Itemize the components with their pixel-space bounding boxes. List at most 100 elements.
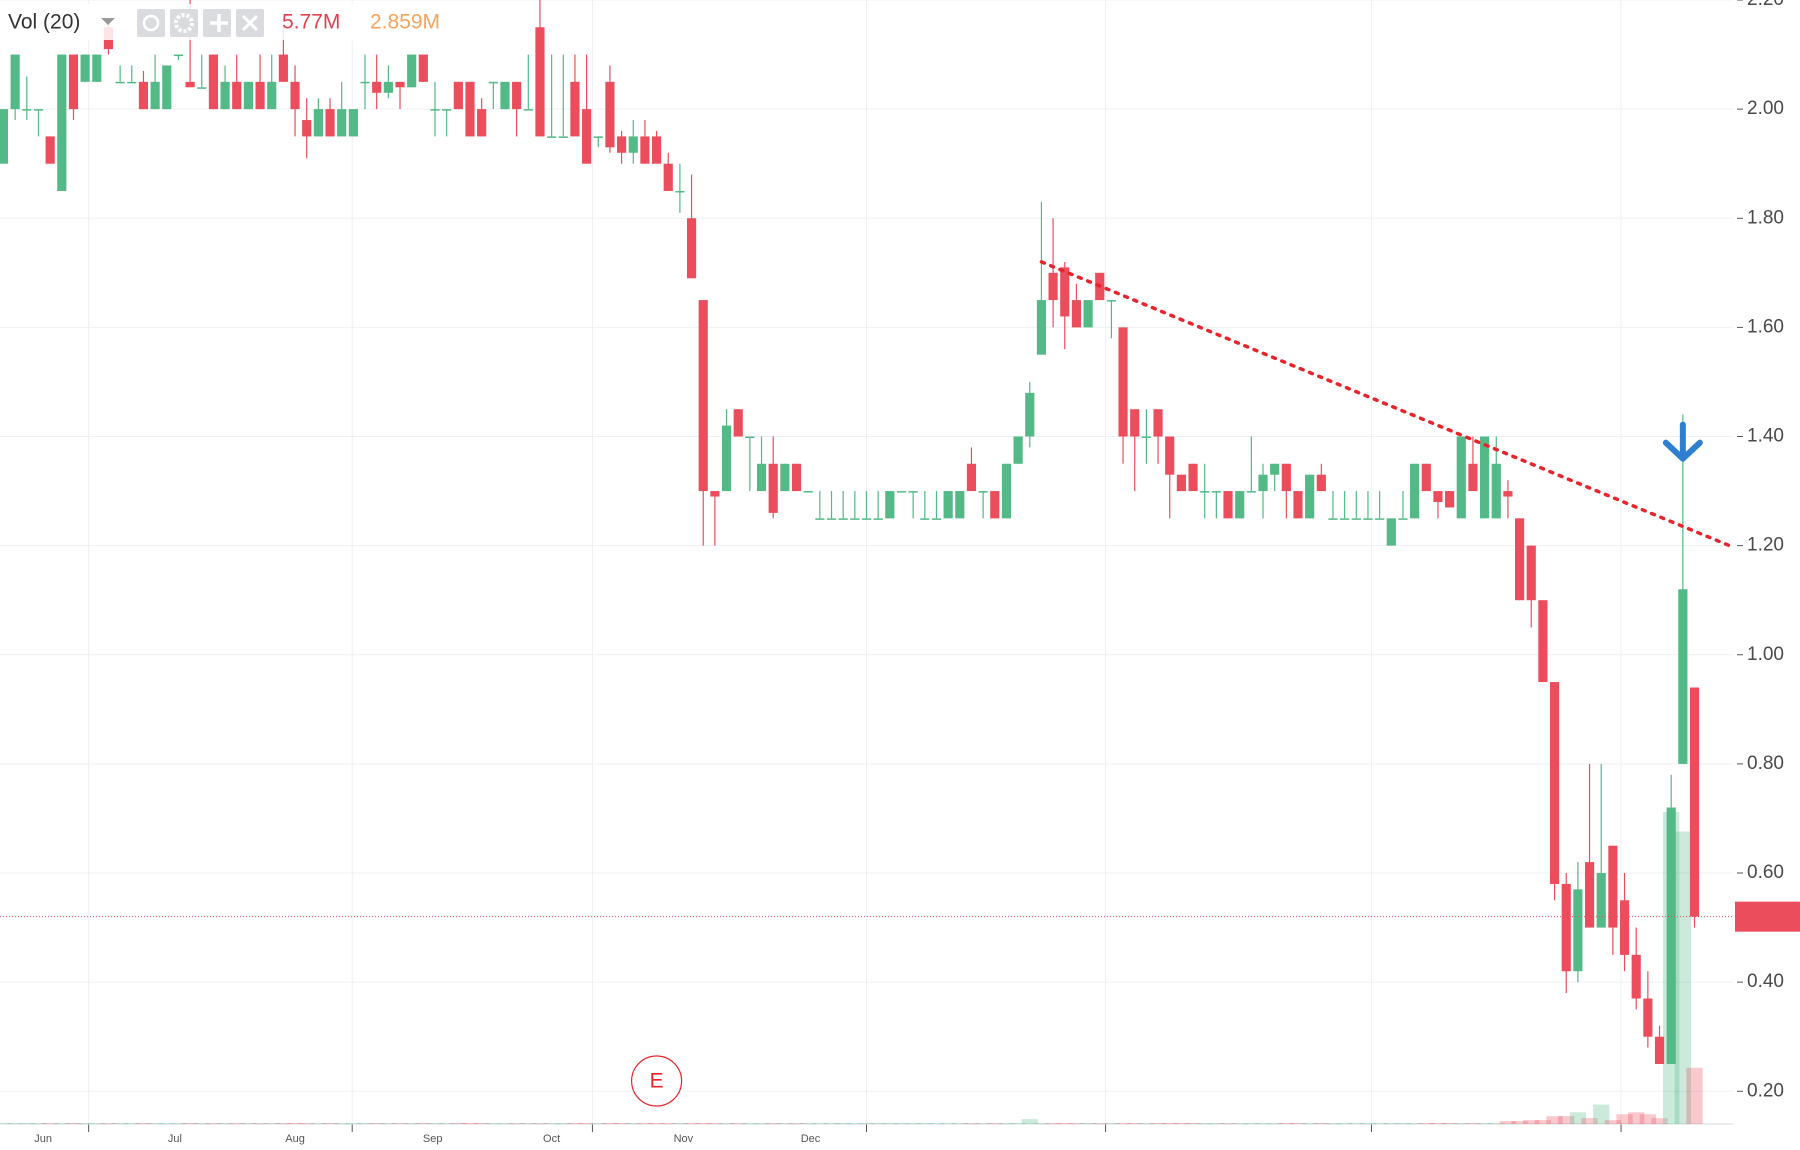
volume-bar (1044, 1123, 1062, 1124)
candle-body (663, 163, 673, 191)
candle-body (885, 491, 895, 519)
candle-body (1188, 463, 1198, 492)
volume-bar (1243, 1123, 1260, 1124)
candle-body (1153, 409, 1163, 437)
candle-body (1060, 267, 1070, 317)
volume-bar (321, 1123, 339, 1124)
dropdown-caret (101, 18, 115, 25)
volume-bar (123, 1123, 140, 1124)
volume-bar (1394, 1123, 1412, 1124)
volume-bar (1359, 1123, 1377, 1124)
candle-body (1001, 463, 1012, 519)
candle-body (1258, 474, 1268, 492)
candle-body (33, 109, 44, 111)
candle-body (243, 81, 253, 110)
candle-body (127, 81, 137, 84)
candle-body (815, 518, 825, 520)
candle-body (605, 81, 615, 148)
y-tick-label: 1.00 (1747, 644, 1784, 665)
volume-bar (601, 1123, 619, 1124)
volume-bar (426, 1123, 444, 1124)
candle-body (978, 491, 988, 493)
volume-bar (1464, 1123, 1482, 1124)
candle-body (1619, 900, 1630, 955)
x-tick-label: Dec (801, 1133, 821, 1145)
candle-body (908, 491, 918, 493)
candle-body (1445, 491, 1455, 508)
volume-bar (1091, 1123, 1108, 1124)
volume-bar (65, 1123, 82, 1124)
volume-bar (1628, 1112, 1645, 1124)
candle-body (290, 81, 300, 110)
volume-bar (1336, 1123, 1353, 1124)
volume-bar (205, 1123, 222, 1124)
candle-body (1468, 463, 1478, 492)
volume-bar (6, 1123, 24, 1124)
candle-body (442, 109, 452, 111)
candle-body (955, 491, 965, 519)
y-tick-label: 1.60 (1747, 316, 1784, 337)
volume-bar (450, 1123, 467, 1124)
candle-body (617, 136, 627, 153)
volume-bar (951, 1123, 968, 1124)
volume-bar (1056, 1123, 1073, 1124)
candle-body (1083, 300, 1093, 328)
candle-body (651, 136, 662, 164)
volume-bar (776, 1123, 794, 1124)
candle-body (68, 54, 79, 110)
y-tick-label: 0.20 (1747, 1080, 1784, 1101)
volume-bar (391, 1123, 409, 1124)
candle-body (943, 491, 953, 519)
candle-body (1165, 436, 1175, 475)
volume-bar (1441, 1123, 1458, 1124)
candle-body (1025, 392, 1035, 437)
x-tick-label: Oct (543, 1133, 560, 1145)
icon-close (241, 14, 259, 32)
x-tick-label: Nov (674, 1133, 694, 1145)
candle-body (313, 109, 323, 137)
volume-bar (1126, 1123, 1143, 1124)
volume-bar (158, 1123, 175, 1124)
header-button[interactable] (137, 9, 165, 37)
volume-bar (636, 1123, 654, 1124)
candle-body (1631, 954, 1641, 999)
candle-body (756, 463, 767, 492)
candle-body (1130, 409, 1140, 437)
volume-bar (1546, 1116, 1563, 1124)
volume-bar (683, 1123, 700, 1124)
candle-body (150, 81, 160, 110)
arrow-head (1662, 439, 1703, 462)
candle-body (57, 54, 67, 191)
volume-bar (613, 1123, 630, 1124)
candle-body (1456, 436, 1466, 519)
volume-bar (485, 1123, 502, 1124)
price-label (1735, 901, 1800, 932)
signal-arrow (1662, 421, 1703, 462)
candle-body (640, 136, 650, 164)
candle-body (1398, 518, 1408, 520)
candle-body (558, 136, 568, 138)
y-tick-label: 2.20 (1747, 0, 1784, 10)
candle-body (1118, 327, 1128, 437)
candle-body (966, 463, 977, 492)
volume-bar (1103, 1123, 1120, 1124)
candle-body (185, 81, 195, 88)
candle-body (1036, 300, 1047, 355)
y-tick-label: 0.60 (1747, 862, 1784, 883)
volume-bar (298, 1123, 315, 1124)
candle-body (1340, 518, 1350, 520)
volume-bar (753, 1123, 770, 1124)
volume-bar (135, 1123, 152, 1124)
volume-bar (18, 1123, 35, 1124)
candle-body (1666, 807, 1676, 1064)
candle-body (162, 65, 172, 110)
volume-bar (531, 1123, 549, 1124)
volume-bar (1581, 1118, 1598, 1124)
candle-body (1200, 491, 1210, 493)
volume-bar (1558, 1116, 1575, 1124)
candle-body (1584, 862, 1595, 928)
candle-body (278, 54, 288, 82)
candle-body (873, 518, 883, 520)
candle-body (1013, 436, 1023, 464)
candle-body (1689, 687, 1700, 917)
